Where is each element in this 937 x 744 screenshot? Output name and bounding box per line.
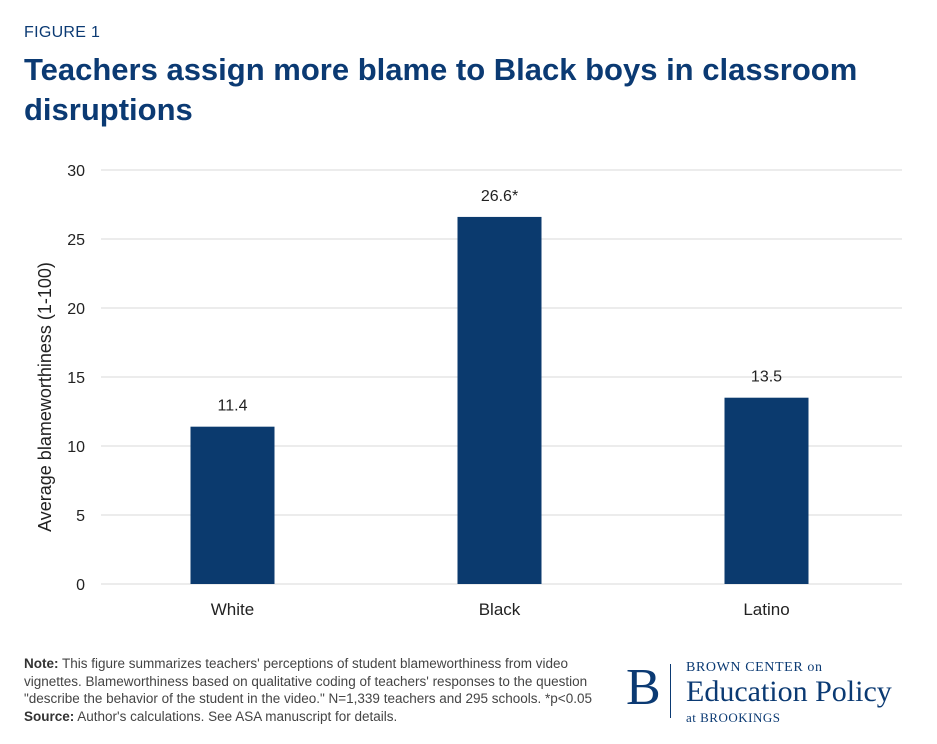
bar-chart: 0 5 10 15 20 25 30 Average blameworthiness (1-1… xyxy=(35,163,902,619)
logo-divider xyxy=(670,664,671,718)
y-tick-label: 5 xyxy=(76,508,85,525)
figure-label: FIGURE 1 xyxy=(24,24,101,41)
bar xyxy=(190,426,275,584)
logo-line3: at BROOKINGS xyxy=(686,710,781,725)
y-tick-label: 25 xyxy=(67,232,85,249)
data-label: 26.6* xyxy=(481,188,518,205)
source-label: Source: xyxy=(24,708,75,724)
bar xyxy=(457,216,542,585)
x-tick-label: Black xyxy=(479,600,521,619)
y-tick-label: 20 xyxy=(67,301,85,318)
chart-note: Note: This figure summarizes teachers' p… xyxy=(24,655,609,725)
data-label: 11.4 xyxy=(218,398,248,415)
y-tick-label: 10 xyxy=(67,439,85,456)
note-text: This figure summarizes teachers' percept… xyxy=(24,656,592,706)
chart-title: Teachers assign more blame to Black boys… xyxy=(24,52,858,127)
y-tick-label: 15 xyxy=(67,370,85,387)
bar xyxy=(724,397,809,584)
y-tick-label: 0 xyxy=(76,577,85,594)
brown-center-logo: B BROWN CENTER on Education Policy at BR… xyxy=(626,660,926,730)
data-label: 13.5 xyxy=(751,369,782,386)
y-axis-label: Average blameworthiness (1-100) xyxy=(35,262,55,532)
logo-line1: BROWN CENTER on xyxy=(686,660,823,675)
y-tick-label: 30 xyxy=(67,163,85,180)
source-text: Author's calculations. See ASA manuscrip… xyxy=(74,708,398,724)
x-tick-label: Latino xyxy=(743,600,789,619)
note-label: Note: xyxy=(24,656,59,671)
logo-mark: B xyxy=(626,659,661,716)
logo-line2: Education Policy xyxy=(686,675,892,708)
x-tick-label: White xyxy=(211,600,254,619)
